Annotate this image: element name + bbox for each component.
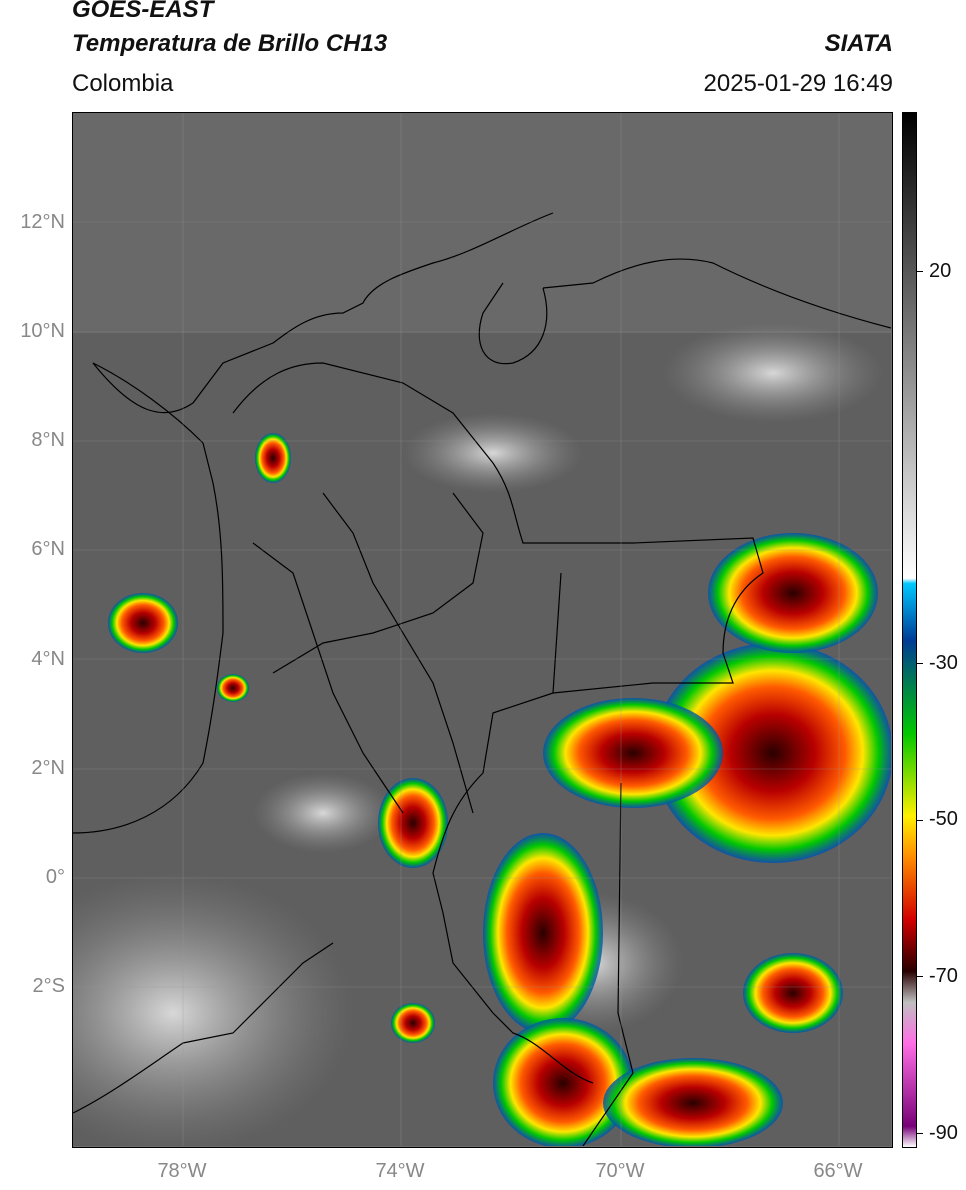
lat-label-2n: 2°N [31,757,65,779]
colorbar-tick-minus70 [917,976,923,977]
lon-label-70w: 70°W [595,1160,645,1182]
lat-label-0: 0° [45,866,65,888]
storm-cells [108,433,891,1146]
lon-label-78w: 78°W [157,1160,207,1182]
lat-label-10n: 10°N [20,320,65,342]
lat-label-6n: 6°N [31,538,65,560]
region-label: Colombia [72,70,174,97]
lat-label-12n: 12°N [20,211,65,233]
lat-label-2s: 2°S [32,975,65,997]
satellite-map [72,112,893,1148]
product-title: GOES-EAST [72,0,214,23]
graticule [73,113,891,1146]
colorbar-label-minus90: -90 [929,1122,958,1144]
organization-label: SIATA [824,30,893,57]
lon-label-66w: 66°W [813,1160,863,1182]
colorbar-tick-20 [917,271,923,272]
lat-label-8n: 8°N [31,429,65,451]
colorbar-tick-minus50 [917,820,923,821]
colorbar-label-minus70: -70 [929,965,958,987]
colorbar-label-minus50: -50 [929,808,958,830]
colorbar-tick-minus30 [917,663,923,664]
product-subtitle: Temperatura de Brillo CH13 [72,30,388,57]
coastlines-and-borders [73,212,891,1146]
lon-label-74w: 74°W [375,1160,425,1182]
lat-label-4n: 4°N [31,648,65,670]
colorbar-tick-minus90 [917,1133,923,1134]
colorbar [902,112,917,1148]
colorbar-label-20: 20 [929,260,952,282]
timestamp-label: 2025-01-29 16:49 [703,70,894,97]
colorbar-label-minus30: -30 [929,652,958,674]
